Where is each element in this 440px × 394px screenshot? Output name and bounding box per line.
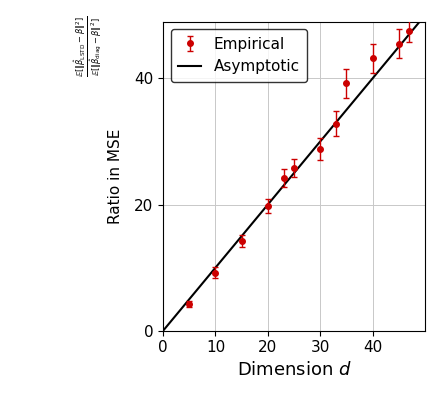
X-axis label: Dimension $d$: Dimension $d$ [237, 361, 352, 379]
Legend: Empirical, Asymptotic: Empirical, Asymptotic [171, 29, 307, 82]
Text: Ratio in MSE: Ratio in MSE [109, 128, 124, 224]
Text: $\frac{\mathbb{E}[\|\hat{\beta}_{\mathrm{LSTD}}-\beta\|^2]}{\mathbb{E}[\|\hat{\b: $\frac{\mathbb{E}[\|\hat{\beta}_{\mathrm… [73, 15, 104, 77]
